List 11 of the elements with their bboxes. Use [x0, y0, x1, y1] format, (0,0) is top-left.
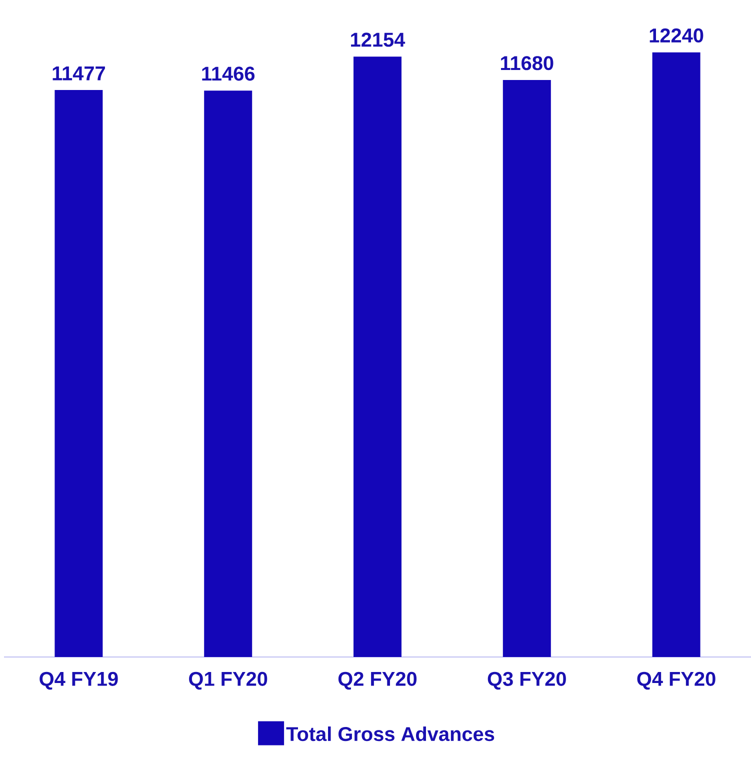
data-label: 11466 [202, 66, 255, 81]
data-label: 12240 [650, 28, 704, 43]
legend-label: Total Gross Advances [286, 726, 494, 742]
data-label: 11477 [52, 66, 105, 80]
x-tick-label: Q3 FY20 [488, 672, 566, 690]
data-label: 11680 [500, 56, 554, 70]
x-tick-label: Q4 FY20 [637, 672, 716, 690]
x-tick-label: Q1 FY20 [189, 672, 268, 690]
x-tick-label: Q4 FY19 [40, 672, 118, 690]
x-tick-label: Q2 FY20 [338, 672, 417, 690]
data-label: 12154 [351, 32, 406, 47]
